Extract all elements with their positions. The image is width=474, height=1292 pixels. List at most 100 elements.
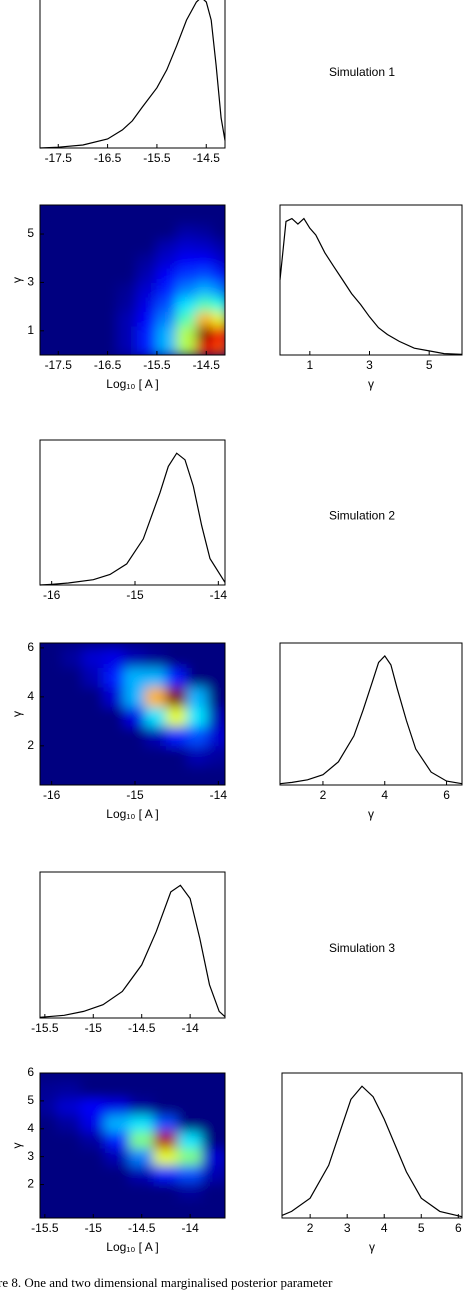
heatmap-cell (195, 325, 215, 341)
x-tick-label: -14 (181, 1021, 199, 1035)
x-tick-label: -15.5 (31, 1021, 59, 1035)
heatmap-cell (103, 745, 126, 766)
heatmap-cell (176, 252, 197, 269)
heatmap-cell (176, 267, 197, 283)
x-tick-label: 2 (320, 788, 327, 802)
heatmap-cell (116, 310, 138, 327)
heatmap-cell (103, 666, 126, 688)
heatmap-cell (56, 1147, 82, 1166)
heatmap-cell (97, 339, 118, 355)
heatmap-cell (213, 267, 225, 283)
heatmap-cell (186, 725, 209, 747)
heatmap-cell (80, 1080, 106, 1099)
heatmap-cell (156, 209, 178, 225)
heatmap-cell (129, 1080, 155, 1099)
x-tick-label: -14.5 (128, 1221, 156, 1235)
x-tick-label: -14.5 (128, 1021, 156, 1035)
y-tick-label: 1 (27, 323, 34, 337)
heatmap-cell (213, 223, 225, 240)
heatmap-cell (195, 252, 215, 269)
heatmap-cell (156, 252, 178, 269)
heatmap-cell (213, 281, 225, 298)
heatmap-cell (136, 252, 158, 269)
x-tick-label: -17.5 (45, 151, 73, 165)
heatmap-cell (144, 686, 167, 708)
heatmap-cell (153, 1197, 179, 1216)
heatmap-cell (176, 310, 197, 327)
heatmap-cell (80, 1097, 106, 1116)
heatmap-cell (176, 209, 197, 225)
heatmap-cell (129, 1181, 155, 1199)
x-tick-label: -15 (126, 788, 144, 802)
x-tick-label: -16 (43, 788, 61, 802)
heatmap-cell (195, 310, 215, 327)
heatmap-cell (177, 1131, 203, 1149)
heatmap-cell (97, 252, 118, 269)
heatmap-cell (80, 1114, 106, 1133)
x-tick-label: -17.5 (45, 358, 73, 372)
heatmap-cell (40, 745, 63, 766)
heatmap-cell (116, 281, 138, 298)
heatmap-cell (61, 647, 84, 668)
heatmap-cell (177, 1147, 203, 1166)
heatmap-cells (40, 1080, 225, 1216)
heatmap-cell (40, 325, 59, 341)
heatmap-cell (77, 238, 99, 254)
heatmap-cell (104, 1114, 131, 1133)
heatmap-cell (186, 745, 209, 766)
heatmap-cell (103, 647, 126, 668)
density-curve (279, 654, 463, 785)
y-tick-label: 2 (27, 738, 34, 752)
heatmap-cell (144, 764, 167, 785)
heatmap-cell (103, 686, 126, 708)
heatmap-cell (136, 296, 158, 312)
heatmap-cells (40, 209, 225, 355)
heatmap-cell (77, 310, 99, 327)
density-curve (39, 0, 226, 149)
heatmap-cell (213, 252, 225, 269)
heatmap-cell (153, 1080, 179, 1099)
heatmap-cell (177, 1114, 203, 1133)
heatmap-cell (156, 296, 178, 312)
heatmap-cell (77, 252, 99, 269)
heatmap-cell (56, 1197, 82, 1216)
heatmap-cell (129, 1164, 155, 1183)
heatmap-cell (129, 1131, 155, 1149)
heatmap-cell (116, 267, 138, 283)
x-axis-label: γ (368, 807, 374, 821)
heatmap-cell (207, 666, 225, 688)
y-tick-label: 6 (27, 1065, 34, 1079)
heatmap-cell (201, 1181, 225, 1199)
heatmap-cell (201, 1147, 225, 1166)
density-curve (281, 1085, 463, 1218)
heatmap-cell (153, 1131, 179, 1149)
heatmap-cell (40, 1164, 58, 1183)
heatmap-cell (213, 238, 225, 254)
heatmap-cell (129, 1097, 155, 1116)
density-curve (39, 452, 226, 586)
x-axis-label: Log₁₀ [ A ] (106, 1240, 158, 1254)
heatmap-cell (136, 223, 158, 240)
x-tick-label: 5 (426, 358, 433, 372)
x-tick-label: -15.5 (31, 1221, 59, 1235)
x-tick-label: -15.5 (143, 358, 171, 372)
axes-box (279, 204, 463, 356)
heatmap-cell (77, 267, 99, 283)
heatmap-cell (56, 1097, 82, 1116)
heatmap-cell (40, 267, 59, 283)
heatmap-cell (80, 1131, 106, 1149)
heatmap-cell (40, 666, 63, 688)
heatmap-cell (156, 339, 178, 355)
heatmap-cell (104, 1181, 131, 1199)
heatmap-cell (104, 1147, 131, 1166)
heatmap-cell (40, 310, 59, 327)
heatmap-cell (213, 310, 225, 327)
density-curve (279, 217, 463, 355)
x-tick-label: 5 (418, 1221, 425, 1235)
heatmap-cell (57, 310, 79, 327)
heatmap-cell (57, 296, 79, 312)
heatmap-cell (186, 706, 209, 727)
heatmap-cell (40, 1131, 58, 1149)
heatmap-cell (40, 764, 63, 785)
heatmap-cell (40, 223, 59, 240)
